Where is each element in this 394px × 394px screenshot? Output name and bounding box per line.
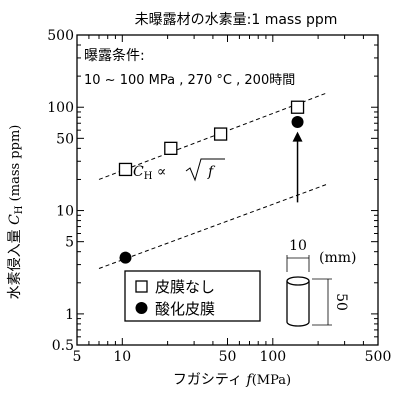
y-tick-label: 5 bbox=[65, 235, 74, 251]
x-axis-label: フガシティ f(MPa) bbox=[173, 372, 291, 388]
specimen-diagram: 10 (mm) 50 bbox=[286, 238, 356, 327]
relation-label: CH ∝ bbox=[133, 164, 166, 182]
data-point-no-film bbox=[290, 100, 305, 114]
data-point-no-film bbox=[213, 127, 228, 141]
x-tick-label: 100 bbox=[259, 349, 286, 365]
legend-circle-marker bbox=[135, 302, 148, 314]
legend-label-oxide-film: 酸化皮膜 bbox=[155, 300, 215, 318]
data-point-no-film bbox=[164, 141, 178, 155]
legend-label-no-film: 皮膜なし bbox=[155, 278, 215, 296]
fit-line-1 bbox=[98, 92, 328, 180]
y-tick-label: 1 bbox=[65, 307, 74, 323]
y-tick-label: 10 bbox=[56, 204, 74, 220]
data-point-no-film bbox=[118, 162, 133, 177]
y-tick-label: 50 bbox=[56, 131, 74, 147]
cylinder-top bbox=[286, 276, 310, 286]
x-tick-label: 10 bbox=[113, 349, 131, 365]
y-tick-label: 0.5 bbox=[52, 338, 74, 354]
dim-unit: (mm) bbox=[319, 250, 356, 266]
chart-title: 未曝露材の水素量:1 mass ppm bbox=[135, 12, 338, 28]
fit-line-2 bbox=[98, 183, 328, 269]
sqrt-sign bbox=[185, 158, 225, 182]
y-tick-label: 100 bbox=[47, 100, 74, 116]
dim-length-value: 50 bbox=[333, 293, 349, 311]
legend-box bbox=[124, 270, 261, 322]
legend-square-marker bbox=[135, 280, 148, 293]
x-tick-label: 500 bbox=[365, 349, 392, 365]
dim-diameter-value: 10 bbox=[289, 238, 307, 254]
sqrt-radicand: f bbox=[207, 164, 216, 180]
conditions-title: 曝露条件: bbox=[84, 47, 145, 64]
arrow-head bbox=[292, 131, 303, 142]
y-tick-label: 500 bbox=[47, 28, 74, 44]
data-point-oxide-film bbox=[291, 115, 304, 128]
x-tick-label: 50 bbox=[219, 349, 237, 365]
x-tick-label: 5 bbox=[73, 349, 82, 365]
conditions-text: 10 ~ 100 MPa , 270 °C , 200時間 bbox=[84, 73, 295, 88]
cylinder-body bbox=[286, 281, 310, 327]
y-axis-label: 水素侵入量 CH (mass ppm) bbox=[6, 125, 25, 300]
data-point-oxide-film bbox=[119, 251, 132, 264]
